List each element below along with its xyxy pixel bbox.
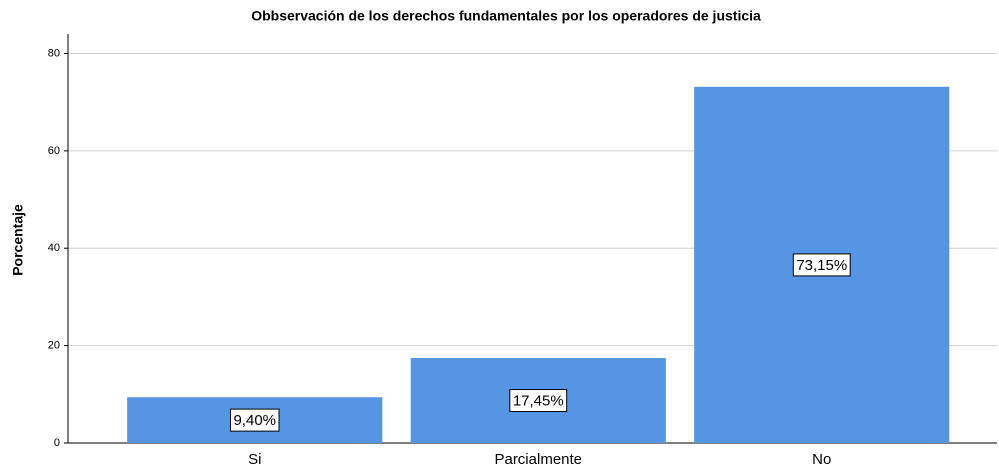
value-label-box [509, 389, 568, 413]
chart-title: Obbservación de los derechos fundamental… [251, 8, 761, 24]
y-tick-label: 80 [48, 47, 60, 59]
y-tick-label: 60 [48, 145, 60, 157]
value-label: 17,45% [513, 392, 564, 409]
x-tick-label: Parcialmente [494, 451, 582, 468]
y-tick-label: 0 [54, 437, 60, 449]
value-label: 73,15% [796, 257, 847, 274]
value-label-box [229, 408, 280, 432]
value-label-box [792, 253, 851, 277]
y-tick-label: 20 [48, 340, 60, 352]
y-axis-label: Porcentaje [10, 204, 26, 276]
value-label: 9,40% [233, 412, 276, 429]
y-tick-label: 40 [48, 242, 60, 254]
x-tick-label: No [812, 451, 831, 468]
x-tick-label: Si [248, 451, 261, 468]
